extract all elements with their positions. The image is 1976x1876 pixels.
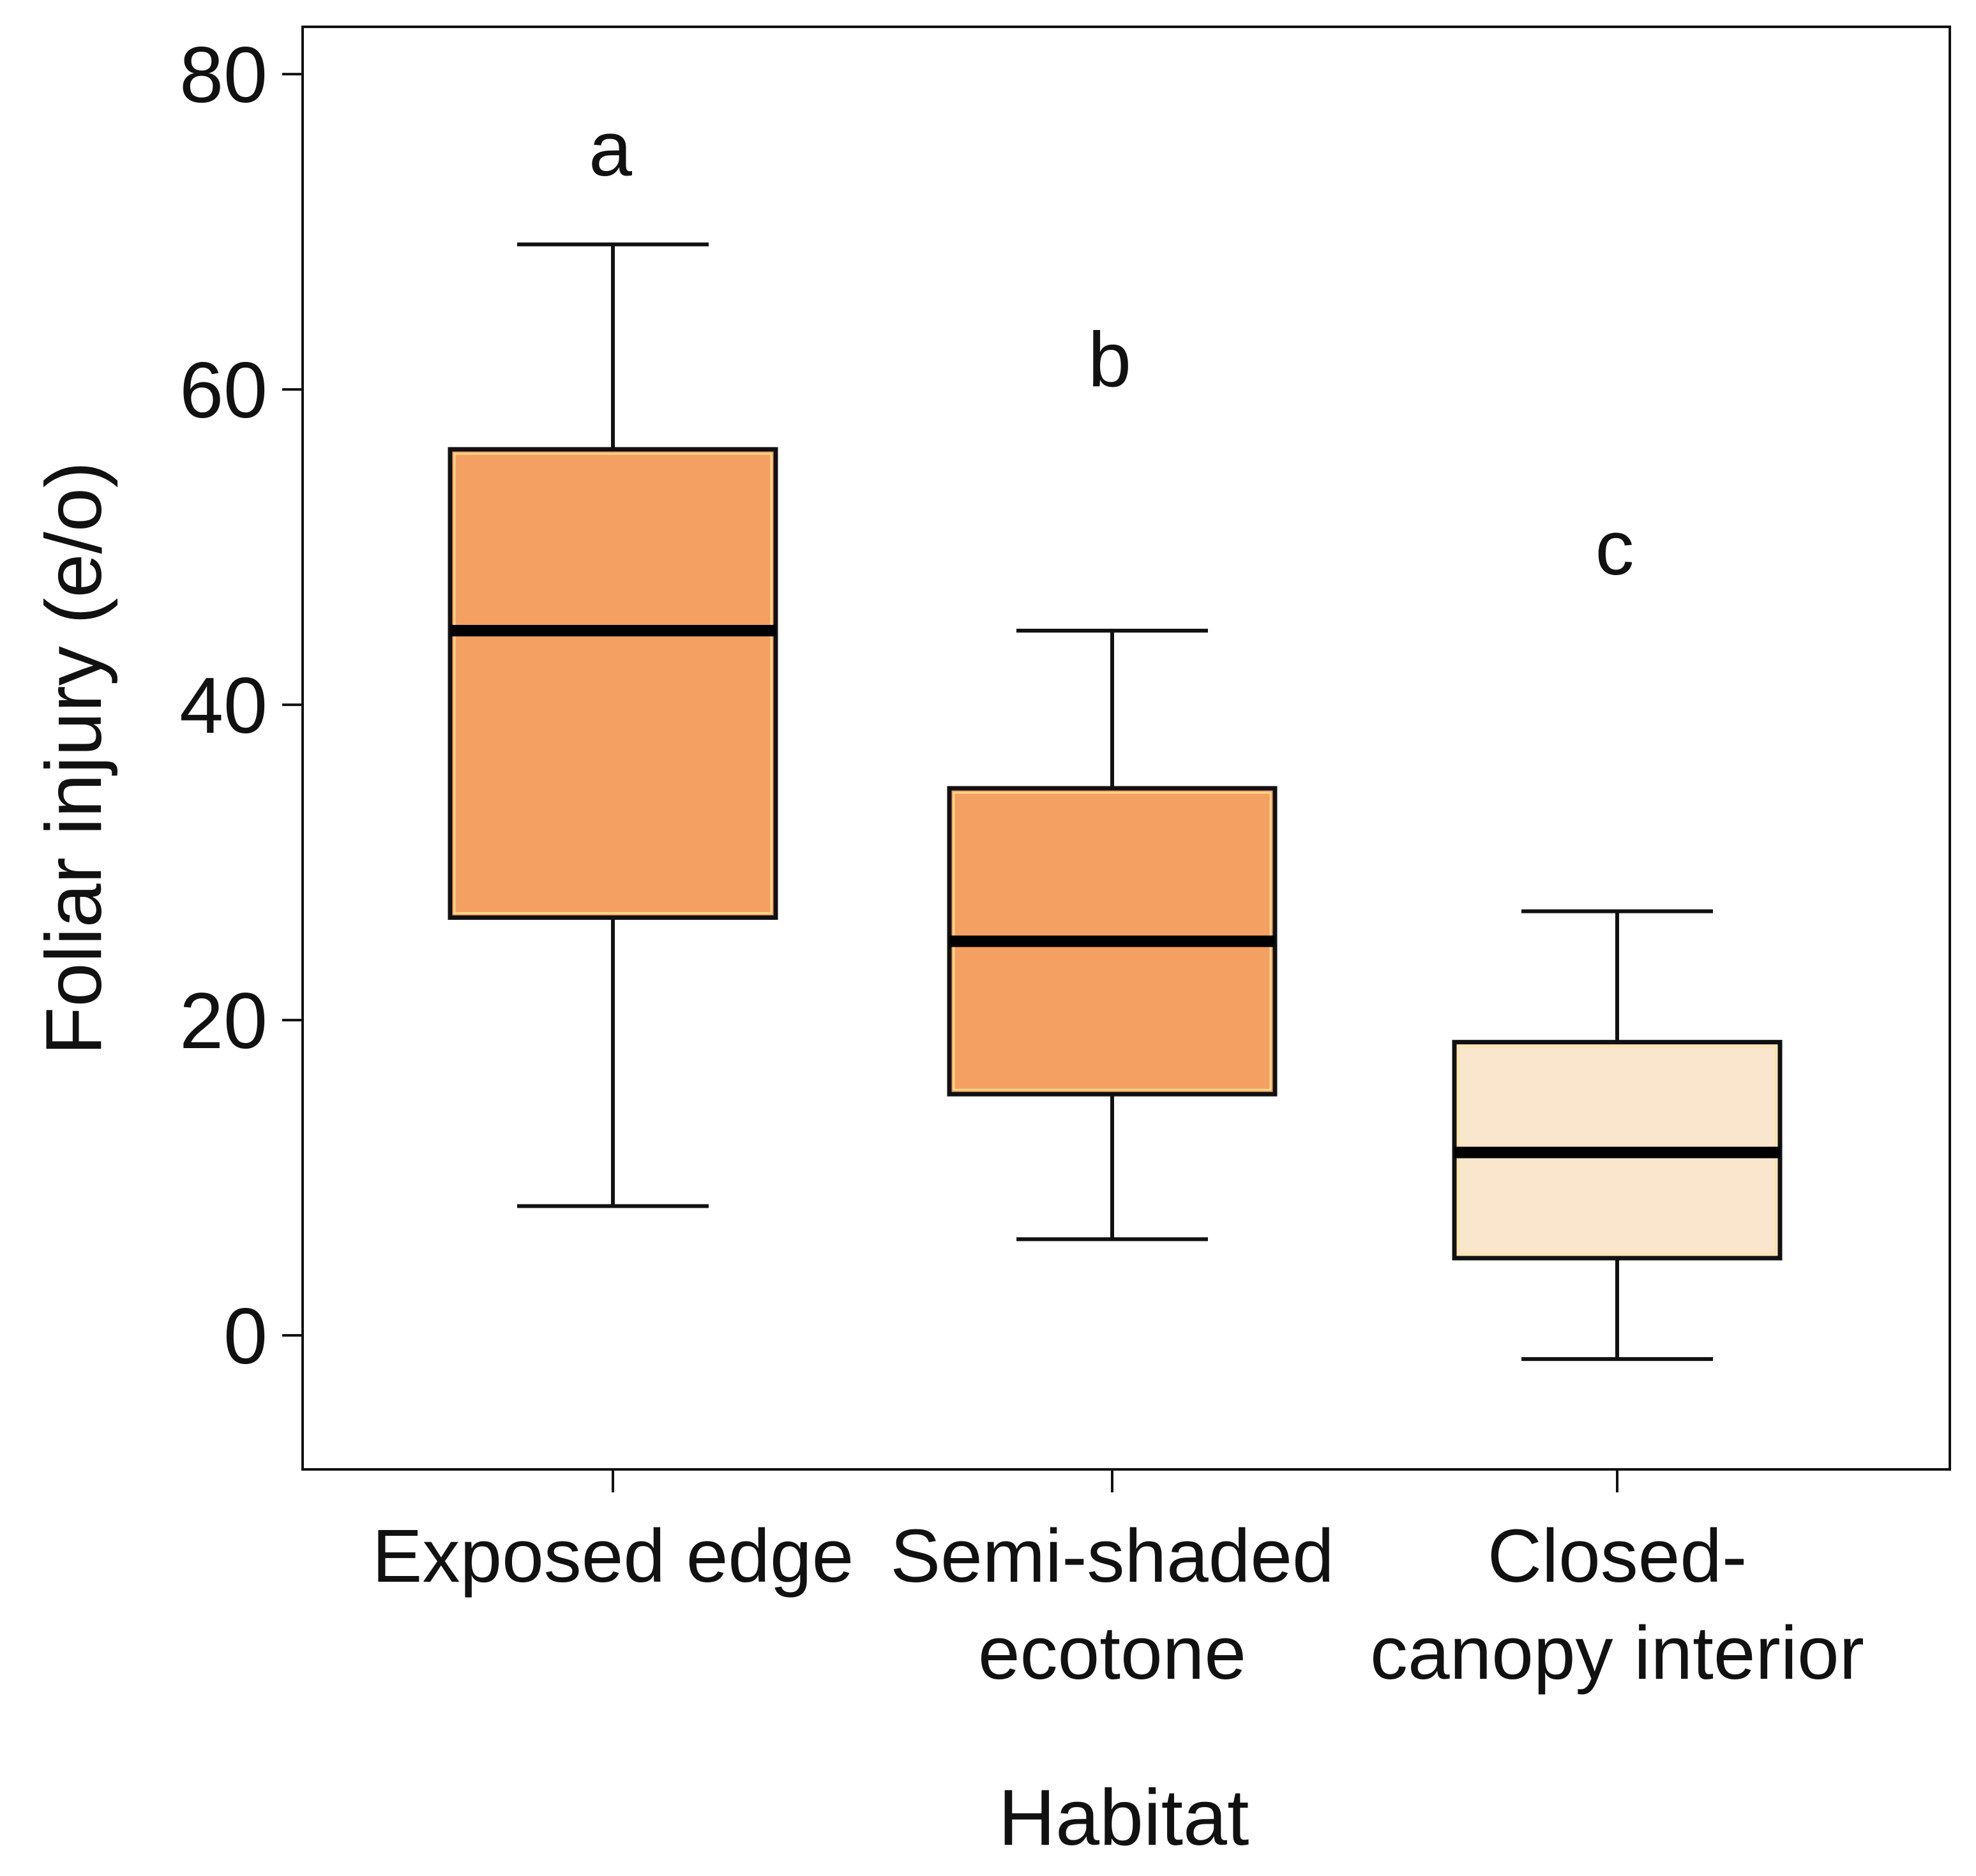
y-tick-label: 0 <box>223 1293 268 1381</box>
x-axis-title: Habitat <box>999 1774 1249 1862</box>
plot-frame <box>301 26 1951 1471</box>
box-inner-edge <box>453 453 773 915</box>
significance-letter: c <box>1595 504 1634 591</box>
x-category-label: Closed-canopy interior <box>1370 1514 1864 1695</box>
y-tick-label: 80 <box>179 31 268 119</box>
x-category-label-line: canopy interior <box>1370 1611 1864 1695</box>
box-group: a <box>448 105 778 1208</box>
x-category-label-line: Exposed edge <box>372 1514 854 1598</box>
box-group: c <box>1452 504 1783 1362</box>
y-tick-label: 20 <box>179 977 268 1065</box>
x-category-label: Semi-shaded ecotone <box>890 1514 1334 1695</box>
y-tick-label: 40 <box>179 662 268 750</box>
box-group: b <box>947 316 1278 1242</box>
boxes-group: a b c <box>448 105 1783 1362</box>
x-category-label-line: Closed- <box>1488 1514 1747 1598</box>
significance-letter: a <box>589 105 632 192</box>
x-axis: Exposed edge Semi-shaded ecotone Closed-can… <box>372 1469 1864 1695</box>
y-tick-label: 60 <box>179 347 268 435</box>
y-axis: 0 20 40 60 80 <box>179 31 303 1381</box>
box-iqr <box>448 447 778 920</box>
y-axis-title: Foliar injury (e/o) <box>30 461 118 1055</box>
significance-letter: b <box>1088 316 1131 403</box>
x-category-label-line: Semi-shaded <box>890 1514 1334 1598</box>
x-category-label: Exposed edge <box>372 1514 854 1598</box>
x-category-label-line: ecotone <box>978 1611 1246 1695</box>
